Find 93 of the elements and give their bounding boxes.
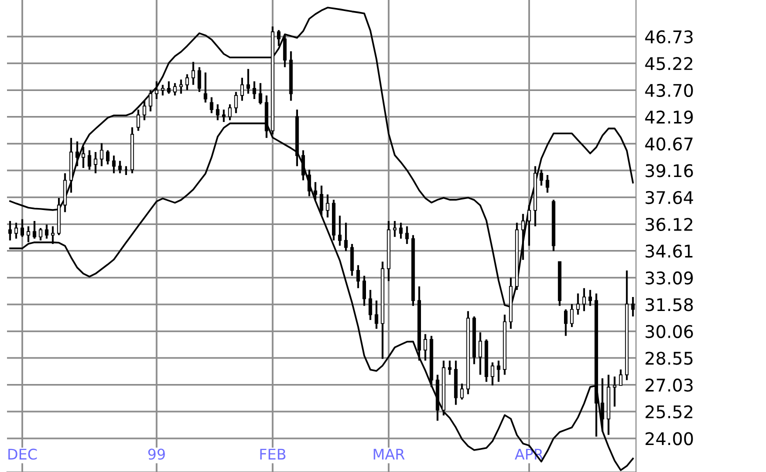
y-tick-label: 25.52 <box>646 405 692 418</box>
x-tick-label: MAR <box>374 448 405 460</box>
candlestick <box>460 382 464 400</box>
candlestick <box>204 72 208 104</box>
candlestick <box>32 220 36 240</box>
y-tick-label: 27.03 <box>646 378 693 392</box>
candlestick <box>362 274 366 307</box>
candlestick <box>88 149 92 171</box>
y-tick-label: 39.16 <box>646 164 693 178</box>
candlestick <box>600 377 604 432</box>
candlestick <box>356 264 360 290</box>
candlestick <box>112 154 116 174</box>
candlestick <box>82 146 86 169</box>
y-tick-label: 36.12 <box>646 218 692 231</box>
y-tick-label: 43.70 <box>645 84 693 97</box>
x-tick-label: 99 <box>148 448 165 460</box>
candlestick <box>26 225 30 244</box>
candlestick <box>588 289 592 307</box>
candlestick <box>252 80 256 100</box>
candlestick <box>8 220 12 242</box>
candlestick <box>399 222 403 240</box>
candlestick <box>179 78 183 95</box>
candlestick <box>448 360 452 376</box>
candlestick <box>94 151 98 174</box>
candlestick <box>210 96 214 114</box>
y-tick-label: 28.55 <box>646 352 693 365</box>
x-tick-label: DEC <box>8 448 37 460</box>
y-tick-label: 34.61 <box>646 244 692 258</box>
y-tick-label: 33.09 <box>646 271 693 285</box>
candlestick <box>618 368 622 386</box>
x-tick-label: FEB <box>260 448 286 460</box>
candlestick <box>185 73 189 92</box>
candlestick <box>216 103 220 122</box>
candlestick <box>167 80 171 95</box>
candlestick <box>301 149 305 182</box>
candlestick <box>527 204 531 247</box>
candlestick <box>521 213 525 261</box>
y-tick-label: 40.67 <box>645 137 693 151</box>
candlestick <box>576 292 580 316</box>
candlestick <box>191 60 196 86</box>
y-tick-label: 30.06 <box>646 324 693 338</box>
candlestick <box>582 287 586 312</box>
candlestick <box>393 220 397 238</box>
candlestick <box>424 333 428 362</box>
candlestick <box>283 34 287 68</box>
candlestick <box>546 174 550 194</box>
candlestick <box>100 142 104 168</box>
candlestick <box>106 149 110 166</box>
y-tick-label: 42.19 <box>645 110 693 124</box>
candlestick <box>246 68 250 95</box>
candlestick <box>160 84 164 96</box>
candlestick <box>564 308 568 337</box>
candlestick <box>570 303 574 328</box>
candlestick <box>20 218 24 238</box>
candlestick <box>612 376 616 408</box>
candlestick <box>14 222 18 240</box>
candlestick <box>344 222 348 252</box>
candlestick <box>350 243 354 277</box>
y-tick-label: 31.58 <box>646 298 693 312</box>
candlestick <box>490 361 494 386</box>
candlestick <box>326 194 330 218</box>
candlestick <box>478 331 482 376</box>
candlestick <box>338 214 342 247</box>
y-tick-label: 46.73 <box>645 30 693 44</box>
candlestick <box>222 108 226 123</box>
y-tick-label: 37.64 <box>646 190 694 204</box>
candlestick <box>198 66 202 93</box>
y-tick-label: 45.22 <box>645 57 692 70</box>
candlestick <box>118 160 122 174</box>
candlestick <box>405 225 409 245</box>
candlestick <box>228 103 232 122</box>
y-tick-label: 24.00 <box>646 432 693 446</box>
candlestick <box>136 108 140 132</box>
candlestick <box>258 82 262 106</box>
candlestick <box>51 225 55 245</box>
candlestick <box>368 289 372 321</box>
candlestick <box>314 181 318 201</box>
candlestick <box>154 80 158 100</box>
candlestick <box>631 296 635 318</box>
candlestick <box>276 29 281 47</box>
candlestick <box>540 168 544 187</box>
candlestick <box>234 91 238 114</box>
candlestick <box>44 224 48 240</box>
candlestick <box>142 100 146 122</box>
candlestick <box>374 300 378 330</box>
candlestick <box>320 184 324 217</box>
candlestick <box>308 168 312 198</box>
candlestick <box>240 76 244 102</box>
candlestick <box>38 227 42 242</box>
candlestick <box>496 360 500 383</box>
candlestick <box>173 82 177 96</box>
candlestick <box>75 140 79 168</box>
candlestick <box>148 89 152 112</box>
